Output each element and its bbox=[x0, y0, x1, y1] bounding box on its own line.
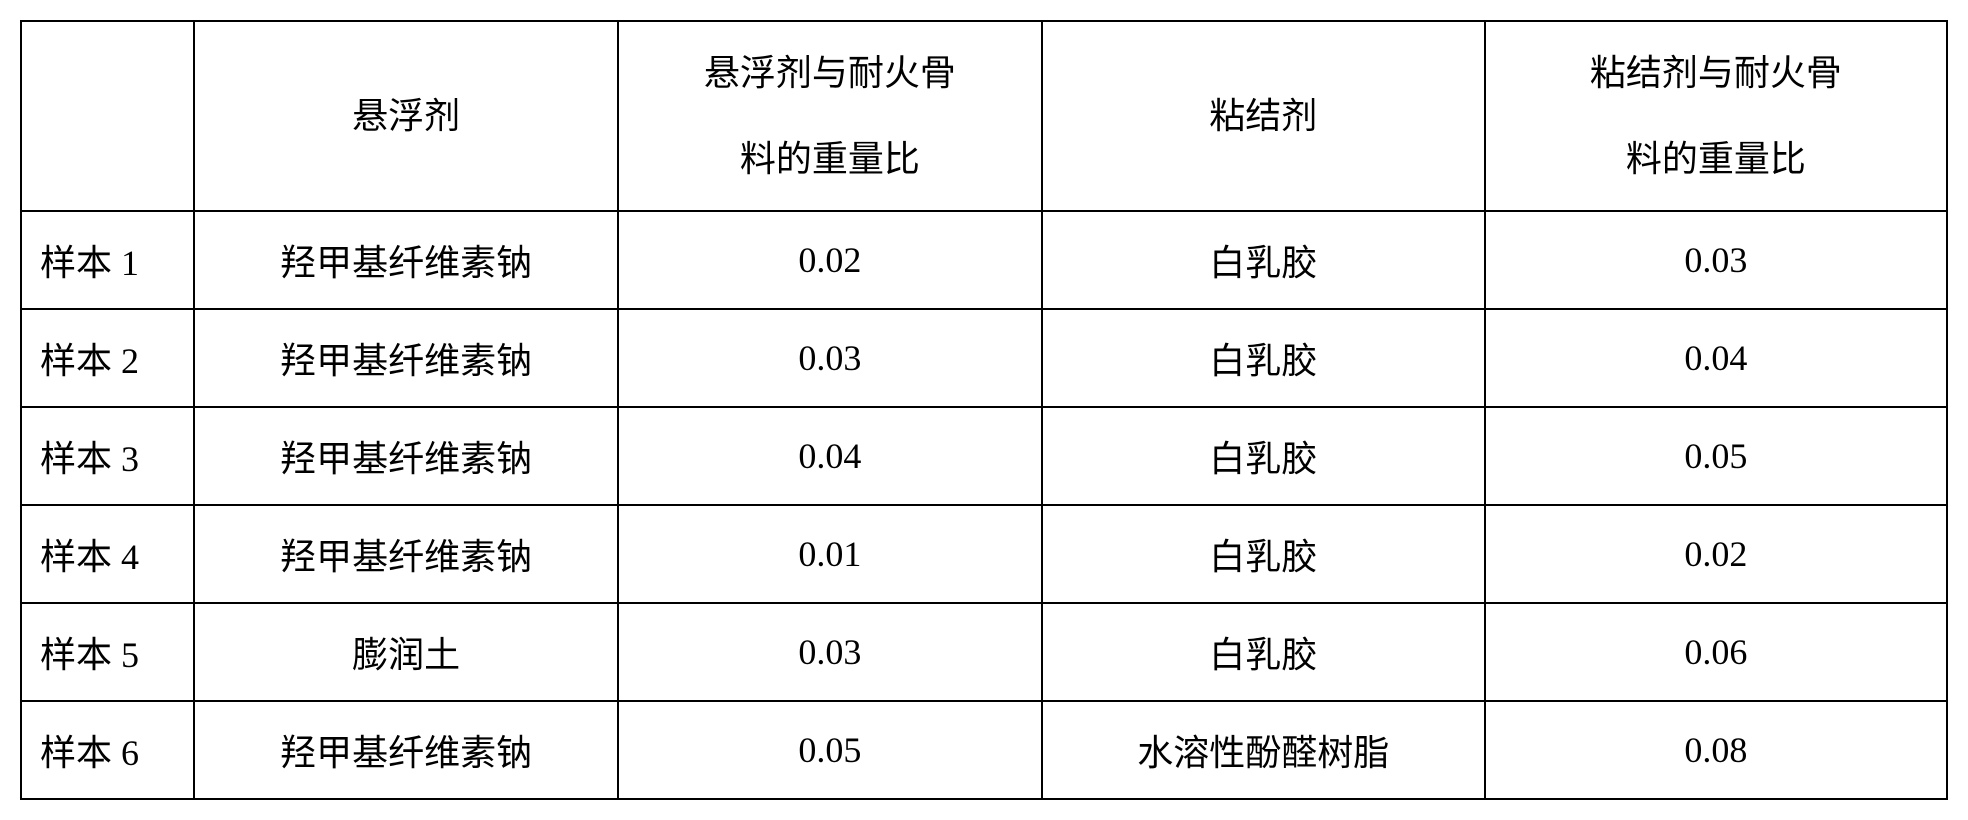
cell-sample: 样本 5 bbox=[21, 603, 194, 701]
table-row: 样本 4 羟甲基纤维素钠 0.01 白乳胶 0.02 bbox=[21, 505, 1947, 603]
cell-suspending-agent: 羟甲基纤维素钠 bbox=[194, 407, 618, 505]
cell-binder: 白乳胶 bbox=[1042, 603, 1485, 701]
table-row: 样本 5 膨润土 0.03 白乳胶 0.06 bbox=[21, 603, 1947, 701]
header-cell-4: 粘结剂与耐火骨 料的重量比 bbox=[1485, 21, 1947, 211]
cell-suspending-agent: 羟甲基纤维素钠 bbox=[194, 505, 618, 603]
cell-sample: 样本 1 bbox=[21, 211, 194, 309]
cell-binder-ratio: 0.06 bbox=[1485, 603, 1947, 701]
cell-suspending-ratio: 0.04 bbox=[618, 407, 1042, 505]
table-row: 样本 3 羟甲基纤维素钠 0.04 白乳胶 0.05 bbox=[21, 407, 1947, 505]
header-cell-3: 粘结剂 bbox=[1042, 21, 1485, 211]
cell-suspending-ratio: 0.03 bbox=[618, 603, 1042, 701]
cell-suspending-ratio: 0.03 bbox=[618, 309, 1042, 407]
cell-binder: 白乳胶 bbox=[1042, 407, 1485, 505]
cell-suspending-ratio: 0.02 bbox=[618, 211, 1042, 309]
header-cell-4-line2: 料的重量比 bbox=[1626, 116, 1806, 202]
table-row: 样本 6 羟甲基纤维素钠 0.05 水溶性酚醛树脂 0.08 bbox=[21, 701, 1947, 799]
cell-suspending-ratio: 0.01 bbox=[618, 505, 1042, 603]
cell-binder-ratio: 0.03 bbox=[1485, 211, 1947, 309]
header-cell-0 bbox=[21, 21, 194, 211]
cell-binder: 白乳胶 bbox=[1042, 309, 1485, 407]
header-cell-2-line1: 悬浮剂与耐火骨 bbox=[704, 30, 956, 116]
cell-binder-ratio: 0.05 bbox=[1485, 407, 1947, 505]
cell-suspending-agent: 膨润土 bbox=[194, 603, 618, 701]
cell-binder: 白乳胶 bbox=[1042, 505, 1485, 603]
cell-suspending-agent: 羟甲基纤维素钠 bbox=[194, 211, 618, 309]
cell-suspending-ratio: 0.05 bbox=[618, 701, 1042, 799]
header-cell-2: 悬浮剂与耐火骨 料的重量比 bbox=[618, 21, 1042, 211]
header-cell-4-line1: 粘结剂与耐火骨 bbox=[1590, 30, 1842, 116]
cell-binder-ratio: 0.04 bbox=[1485, 309, 1947, 407]
header-cell-2-line2: 料的重量比 bbox=[740, 116, 920, 202]
header-cell-1: 悬浮剂 bbox=[194, 21, 618, 211]
table-row: 样本 1 羟甲基纤维素钠 0.02 白乳胶 0.03 bbox=[21, 211, 1947, 309]
cell-binder: 水溶性酚醛树脂 bbox=[1042, 701, 1485, 799]
table-row: 样本 2 羟甲基纤维素钠 0.03 白乳胶 0.04 bbox=[21, 309, 1947, 407]
cell-sample: 样本 3 bbox=[21, 407, 194, 505]
cell-sample: 样本 6 bbox=[21, 701, 194, 799]
cell-sample: 样本 2 bbox=[21, 309, 194, 407]
data-table: 悬浮剂 悬浮剂与耐火骨 料的重量比 粘结剂 粘结剂与耐火骨 料的重量比 样本 1… bbox=[20, 20, 1948, 800]
cell-sample: 样本 4 bbox=[21, 505, 194, 603]
cell-binder-ratio: 0.02 bbox=[1485, 505, 1947, 603]
cell-suspending-agent: 羟甲基纤维素钠 bbox=[194, 701, 618, 799]
table-header-row: 悬浮剂 悬浮剂与耐火骨 料的重量比 粘结剂 粘结剂与耐火骨 料的重量比 bbox=[21, 21, 1947, 211]
cell-binder: 白乳胶 bbox=[1042, 211, 1485, 309]
cell-binder-ratio: 0.08 bbox=[1485, 701, 1947, 799]
cell-suspending-agent: 羟甲基纤维素钠 bbox=[194, 309, 618, 407]
